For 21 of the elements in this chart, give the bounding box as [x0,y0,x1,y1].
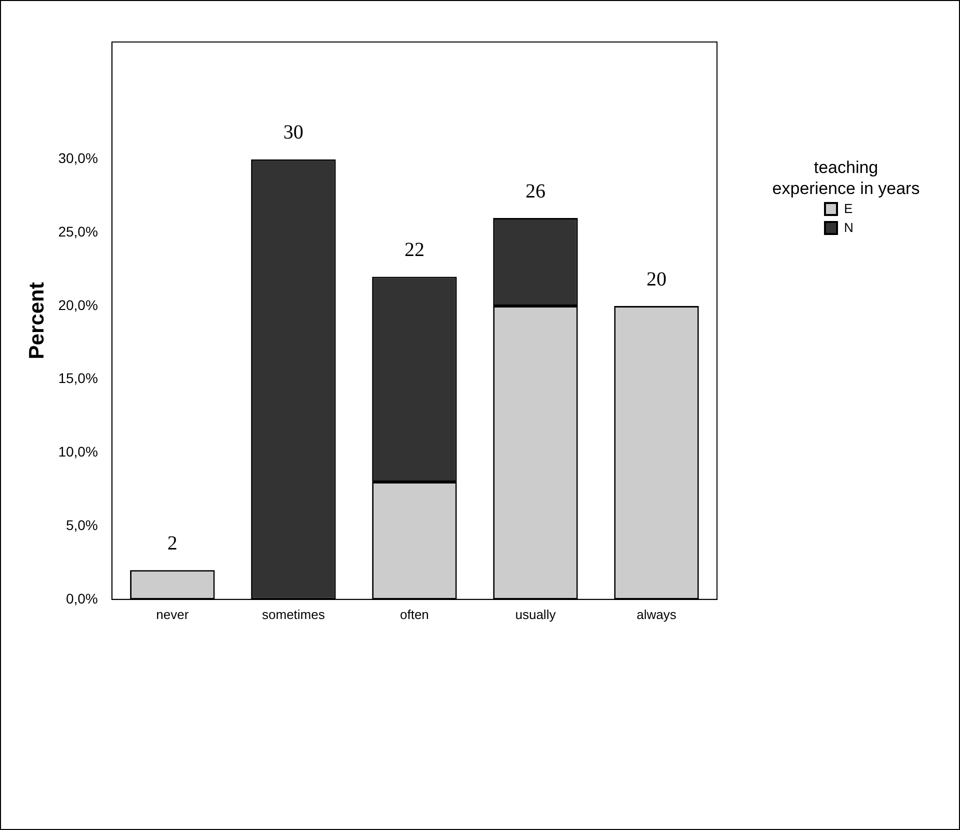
x-tick-label: usually [515,606,556,622]
y-tick-label: 25,0% [58,224,98,240]
total-label: 2 [167,532,178,554]
legend-label: E [844,201,853,216]
total-label: 30 [283,122,304,144]
total-label: 22 [404,238,424,261]
y-axis-title: Percent [25,282,48,360]
total-label: 20 [646,268,666,290]
x-tick-label: always [636,606,677,622]
x-tick-label: sometimes [262,606,326,622]
legend-label: N [844,220,854,235]
y-tick-label: 10,0% [58,444,98,460]
y-tick-label: 0,0% [66,590,98,606]
y-tick-label: 20,0% [58,296,98,313]
y-tick-label: 5,0% [66,516,98,533]
legend-title: teaching experience in years [771,157,921,199]
y-tick-label: 15,0% [58,370,98,386]
total-label: 26 [525,180,546,202]
y-tick-label: 30,0% [58,150,98,166]
x-tick-label: often [400,606,429,622]
x-tick-label: never [156,606,190,622]
